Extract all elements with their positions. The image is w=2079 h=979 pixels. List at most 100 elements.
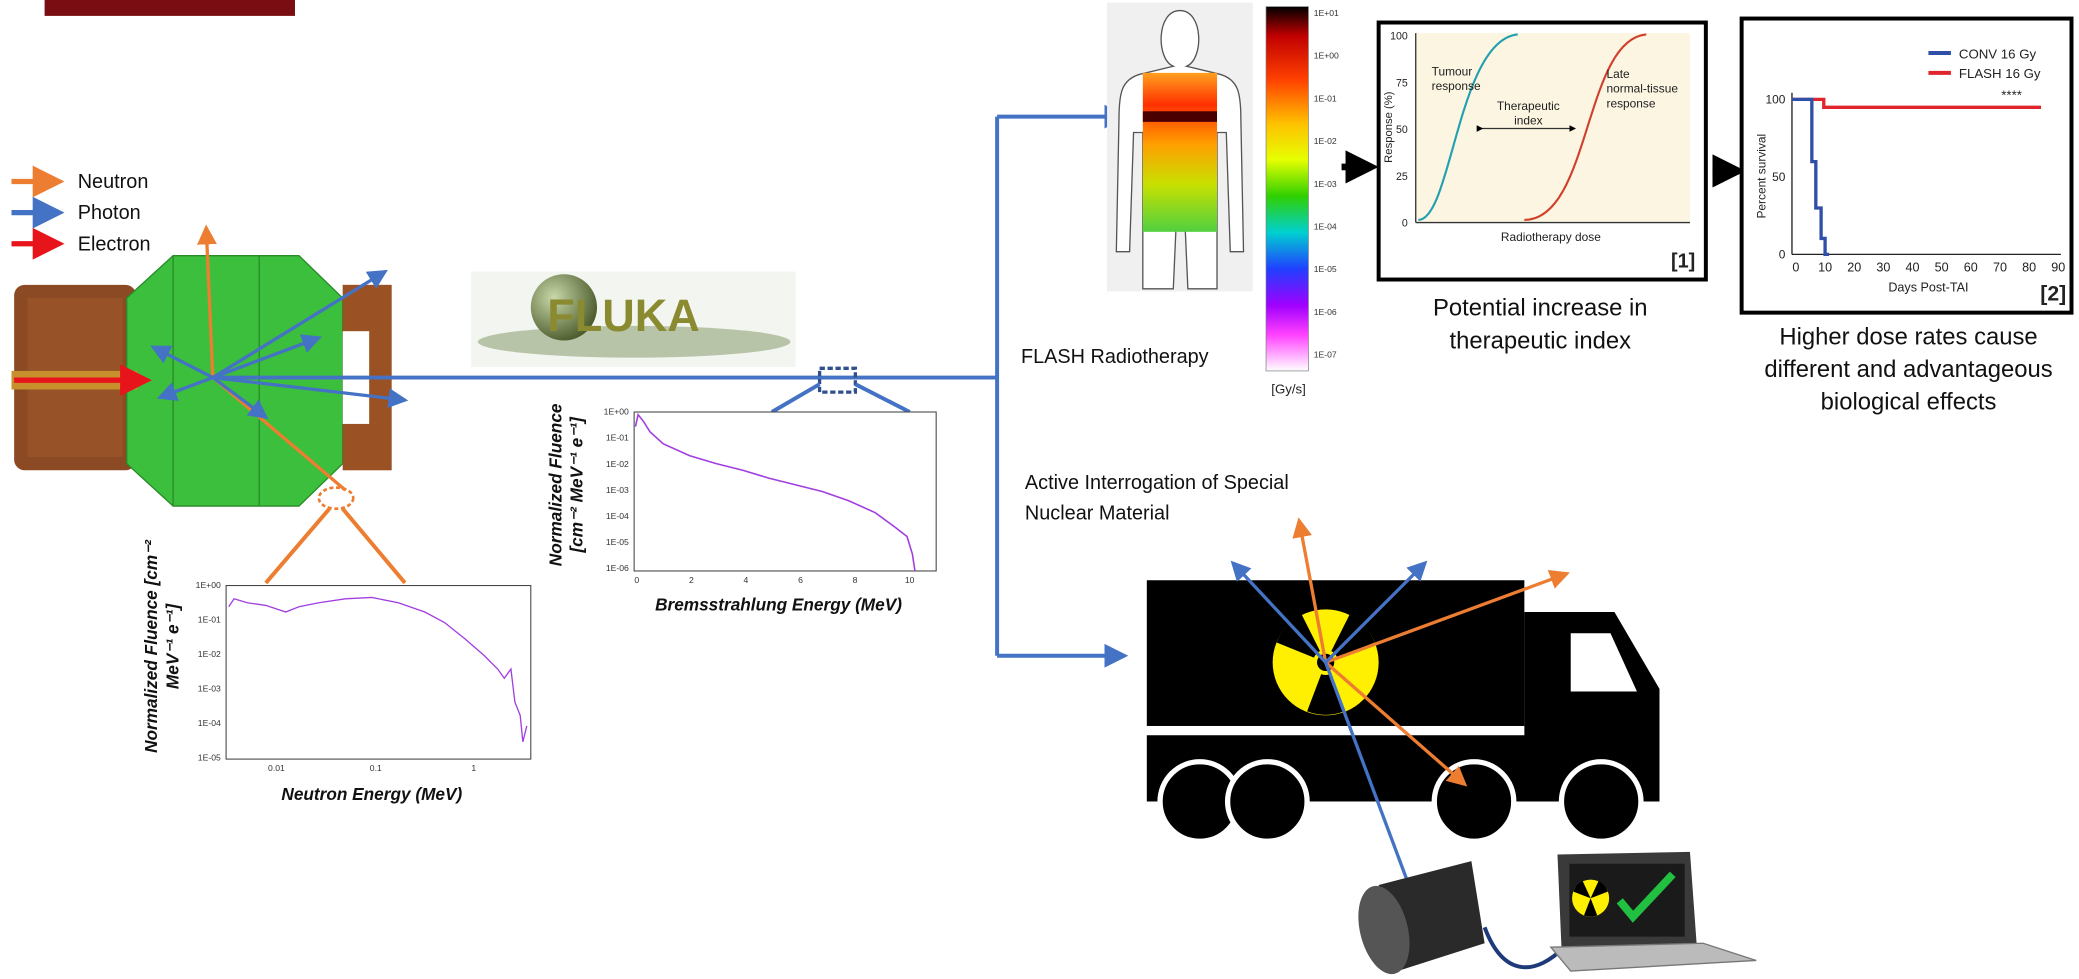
caption: different and advantageous (1764, 356, 2052, 383)
fluka-logo: FLUKA (471, 272, 796, 367)
x-tick-label: 0.1 (370, 763, 382, 773)
legend: Neutron Photon Electron (11, 171, 150, 255)
annotation: response (1606, 96, 1655, 110)
colorbar-tick-label: 1E-01 (1314, 93, 1337, 103)
truck-part-part (1434, 762, 1513, 841)
legend-label: Photon (78, 202, 141, 224)
legend-label: Neutron (78, 171, 149, 193)
interrogation-title-line: Nuclear Material (1025, 502, 1170, 524)
y-axis-label-line: [cm⁻² MeV⁻¹ e⁻¹] (566, 416, 586, 554)
x-axis-label: Days Post-TAI (1888, 280, 1968, 294)
y-tick-label: 1E-01 (198, 615, 221, 625)
y-axis-label-line: Normalized Fluence [cm⁻² (141, 539, 161, 753)
y-tick-label: 1E-05 (198, 752, 221, 762)
header-bar (45, 0, 295, 16)
caption: Potential increase in (1433, 294, 1648, 321)
caption: Higher dose rates cause (1779, 323, 2037, 350)
x-tick-label: 1 (471, 763, 476, 773)
neutron-zoom-part (343, 509, 405, 583)
x-tick-label: 90 (2051, 261, 2065, 275)
x-axis-label: Bremsstrahlung Energy (MeV) (655, 595, 902, 615)
y-tick-label: 1E-03 (198, 684, 221, 694)
x-tick-label: 4 (744, 575, 749, 585)
reference: [1] (1671, 251, 1695, 273)
brems-zoom-part (772, 384, 820, 412)
y-axis-label: Response (%) (1383, 91, 1395, 163)
y-axis-label: Percent survival (1754, 134, 1768, 219)
colorbar-tick-label: 1E-05 (1314, 264, 1337, 274)
software-name: FLUKA (547, 290, 700, 341)
y-axis-label: Normalized Fluence[cm⁻² MeV⁻¹ e⁻¹] (545, 403, 586, 566)
significance: **** (2001, 87, 2022, 102)
x-tick-label: 50 (1935, 261, 1949, 275)
diagram: Neutron Photon Electron 1E+00 1E-01 1E-02 1E-… (0, 0, 2079, 979)
colorbar-unit: [Gy/s] (1271, 381, 1306, 396)
truck-part-part (1228, 762, 1307, 841)
x-tick-label: 2 (689, 575, 694, 585)
colorbar-tick-label: 1E-04 (1314, 222, 1337, 232)
y-tick-label: 1E-04 (198, 718, 221, 728)
annotation: Therapeutic (1497, 99, 1560, 113)
brems-zoom-part (820, 368, 856, 392)
y-tick-label: 0 (1402, 218, 1408, 230)
page: { "legend": [ {"label": "Neutron", "colo… (0, 0, 2079, 979)
colorbar-tick-label: 1E-06 (1314, 307, 1337, 317)
reference: [2] (2040, 283, 2066, 306)
legend-label: Electron (78, 233, 151, 255)
laptop (1551, 852, 1756, 971)
x-tick-label: 0 (634, 575, 639, 585)
y-tick-label: 1E-05 (606, 537, 629, 547)
body-dose-map-part (1143, 73, 1217, 232)
interrogation-title: Active Interrogation of Special Nuclear M… (1025, 472, 1289, 524)
x-tick-label: 10 (1818, 261, 1832, 275)
interrogation-title-line: Active Interrogation of Special (1025, 472, 1289, 494)
y-tick-label: 1E-03 (606, 485, 629, 495)
colorbar-tick-label: 1E+01 (1314, 8, 1339, 18)
annotation: response (1432, 79, 1481, 93)
colorbar-tick-label: 1E-03 (1314, 179, 1337, 189)
detector (1350, 861, 1564, 979)
neutron-zoom-part (266, 509, 330, 583)
y-axis-label-line: MeV⁻¹ e⁻¹] (162, 603, 182, 689)
y-axis-label-line: Normalized Fluence (545, 403, 565, 566)
caption: biological effects (1821, 388, 1997, 415)
x-tick-label: 40 (1906, 261, 1920, 275)
colorbar-part (1266, 7, 1308, 371)
neutron-plot-part (226, 586, 531, 760)
caption: therapeutic index (1450, 327, 1632, 354)
y-tick-label: 1E-06 (606, 563, 629, 573)
y-tick-label: 50 (1772, 170, 1786, 184)
y-tick-label: 1E-02 (198, 649, 221, 659)
truck (1147, 521, 1660, 904)
neutron-zoom-part (319, 488, 353, 509)
brems-zoom (772, 368, 910, 412)
x-tick-label: 6 (798, 575, 803, 585)
annotation: index (1514, 114, 1543, 128)
x-tick-label: 70 (1993, 261, 2007, 275)
survival-plot: 1005000102030405060708090Days Post-TAIPe… (1742, 19, 2072, 313)
x-tick-label: 60 (1964, 261, 1978, 275)
laptop-part (1551, 943, 1756, 971)
y-tick-label: 0 (1779, 247, 1786, 261)
x-tick-label: 20 (1847, 261, 1861, 275)
y-tick-label: 25 (1396, 171, 1408, 183)
truck-part-part (1561, 762, 1640, 841)
y-tick-label: 1E+00 (196, 580, 221, 590)
colorbar-tick-label: 1E-02 (1314, 136, 1337, 146)
x-tick-label: 0.01 (268, 763, 285, 773)
x-tick-label: 30 (1876, 261, 1890, 275)
colorbar: 1E+011E+001E-011E-021E-031E-041E-051E-06… (1266, 7, 1339, 371)
brems-plot-part (634, 412, 936, 571)
y-tick-label: 50 (1396, 124, 1408, 136)
x-axis-label: Radiotherapy dose (1501, 230, 1601, 244)
y-tick-label: 100 (1390, 31, 1408, 43)
x-tick-label: 80 (2022, 261, 2036, 275)
body-dose-map-part (1143, 111, 1217, 122)
x-tick-label: 10 (905, 575, 915, 585)
brems-plot: 1E+001E-011E-021E-031E-041E-051E-0602468… (545, 403, 936, 615)
y-tick-label: 1E-02 (606, 459, 629, 469)
annotation: normal-tissue (1606, 82, 1678, 96)
